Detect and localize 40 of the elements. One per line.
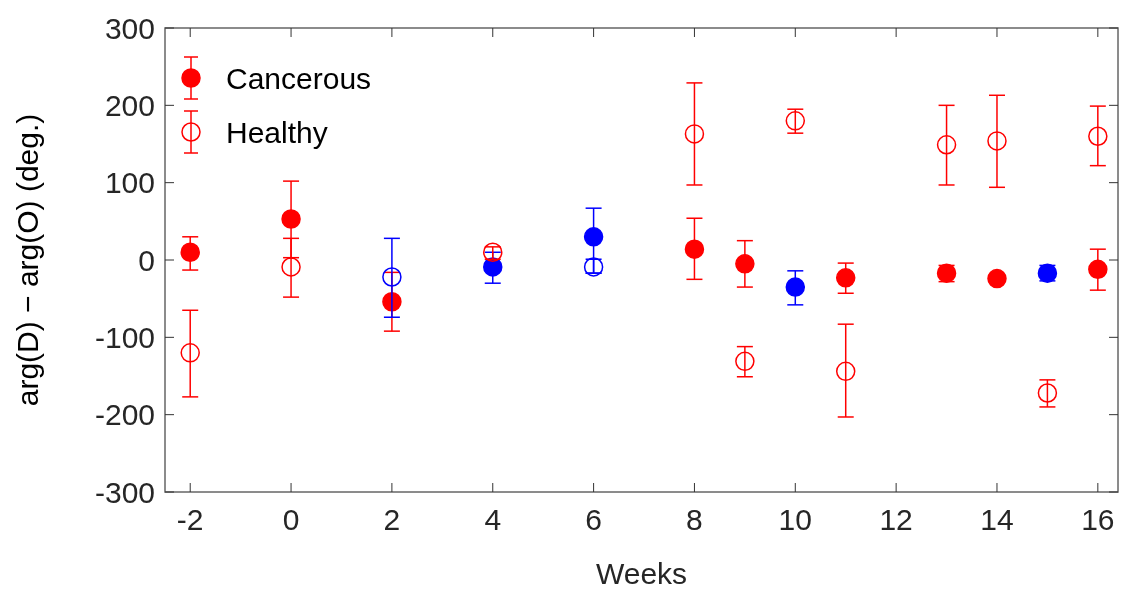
x-tick-label: -2 [176,503,204,536]
point [835,361,856,382]
point [735,351,755,372]
x-tick-label: 8 [686,503,703,536]
x-tick-label: 12 [879,503,913,536]
x-tick-label: 2 [383,503,401,536]
x-tick-label: 10 [778,503,812,536]
x-tick-label: 4 [484,503,502,536]
y-tick-label: 200 [104,88,155,122]
point [180,242,200,263]
x-tick-label: 6 [585,503,602,536]
point [281,209,301,229]
point [785,277,806,297]
point [835,268,856,288]
point [583,227,604,247]
point [684,124,705,144]
point [180,343,200,363]
point [987,268,1007,289]
x-tick-label: 16 [1081,503,1115,536]
legend-label: Cancerous [226,61,372,95]
point [1088,126,1108,147]
y-tick-label: -100 [94,320,155,354]
point [1088,259,1108,280]
point [684,239,705,259]
x-axis-title: Weeks [595,557,688,590]
y-tick-label: 0 [138,243,155,277]
point [382,267,402,287]
y-tick-label: 300 [104,11,155,45]
y-tick-label: -300 [94,475,155,509]
point [735,254,755,274]
point [1037,383,1058,403]
point [281,257,301,277]
point [987,131,1007,151]
x-tick-label: 0 [282,503,300,536]
x-tick-label: 14 [980,503,1014,536]
y-tick-label: 100 [104,166,155,200]
legend-label: Healthy [226,115,328,149]
point [936,135,957,155]
y-tick-label: -200 [94,398,155,432]
y-axis-title: arg(D) − arg(O) (deg.) [11,113,44,407]
